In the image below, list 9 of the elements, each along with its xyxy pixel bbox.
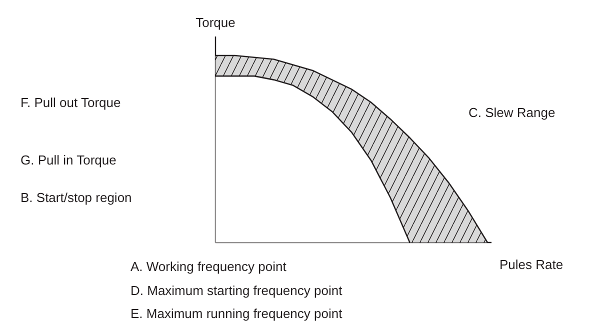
text: G. Pull in Torque xyxy=(20,152,116,168)
x-axis-title: Pules Rate xyxy=(500,257,564,272)
text: B. Start/stop region xyxy=(20,190,132,205)
text: A. Working frequency point xyxy=(130,259,287,274)
text: F. Pull out Torque xyxy=(20,94,121,110)
annotation: C. Slew Range xyxy=(468,105,556,120)
text: E. Maximum running frequency point xyxy=(130,306,343,321)
text: D. Maximum starting frequency point xyxy=(130,283,343,298)
y-axis-title: Torque xyxy=(196,15,236,30)
